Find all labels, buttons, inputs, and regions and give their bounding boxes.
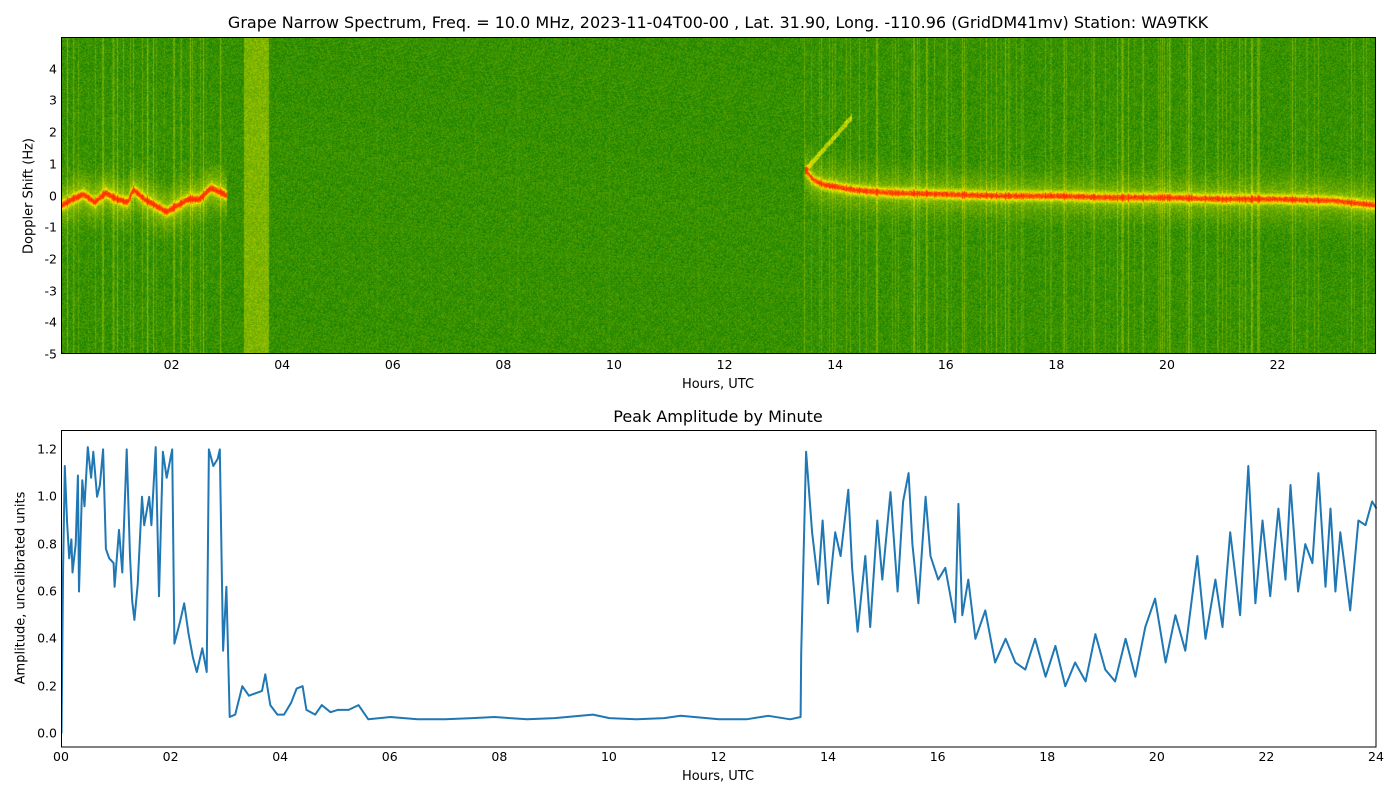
y-tick-label: 0 [49,188,57,203]
y-tick-label: 1.0 [37,488,57,504]
y-tick-label: -2 [44,251,57,267]
y-tick-label: 2 [49,124,57,140]
x-tick-label: 20 [1159,357,1175,372]
spectrogram-heatmap [61,37,1376,354]
x-tick-label: 04 [274,357,291,372]
x-tick-label: 10 [600,749,617,764]
y-tick-label: 0.6 [37,583,57,599]
amplitude-axes-frame [61,430,1377,748]
amplitude-series-line [61,446,1377,734]
y-tick-label: 4 [49,61,57,77]
x-tick-label: 08 [491,749,508,764]
y-tick-label: 0.4 [37,630,57,646]
x-tick-label: 10 [606,357,622,372]
y-tick-label: 0.8 [37,536,57,552]
x-tick-label: 00 [53,749,69,764]
x-tick-label: 22 [1269,357,1286,372]
x-tick-label: 14 [827,357,844,372]
amplitude-y-label: Amplitude, uncalibrated units [13,491,29,685]
y-tick-label: 1 [49,156,57,172]
x-tick-label: 12 [716,357,733,372]
y-tick-label: 0.2 [37,678,57,694]
x-tick-label: 18 [1039,749,1056,764]
x-tick-label: 16 [929,749,946,764]
y-tick-label: 1.2 [37,441,57,457]
x-tick-label: 24 [1368,749,1384,764]
spectrogram-x-label: Hours, UTC [681,377,755,392]
x-tick-label: 18 [1048,357,1065,372]
y-tick-label: 3 [49,92,57,108]
x-tick-label: 22 [1258,749,1275,764]
y-tick-label: 0.0 [37,725,57,741]
y-tick-label: -4 [44,314,57,330]
y-tick-label: -3 [44,283,57,299]
x-tick-label: 06 [384,357,401,372]
x-tick-label: 02 [162,749,179,764]
amplitude-title: Peak Amplitude by Minute [613,407,823,426]
x-tick-label: 08 [495,357,512,372]
x-tick-label: 16 [937,357,954,372]
spectrogram-axes-frame [61,37,1376,354]
amplitude-x-label: Hours, UTC [681,769,755,784]
spectrogram-title: Grape Narrow Spectrum, Freq. = 10.0 MHz,… [227,13,1209,32]
x-tick-label: 14 [820,749,837,764]
amplitude-chart [61,430,1377,748]
y-tick-label: -1 [44,219,57,235]
y-tick-label: -5 [44,346,57,362]
x-tick-label: 02 [163,357,180,372]
x-tick-label: 20 [1148,749,1165,764]
x-tick-label: 12 [710,749,727,764]
x-tick-label: 04 [272,749,289,764]
x-tick-label: 06 [381,749,398,764]
spectrogram-y-label: Doppler Shift (Hz) [21,138,37,254]
